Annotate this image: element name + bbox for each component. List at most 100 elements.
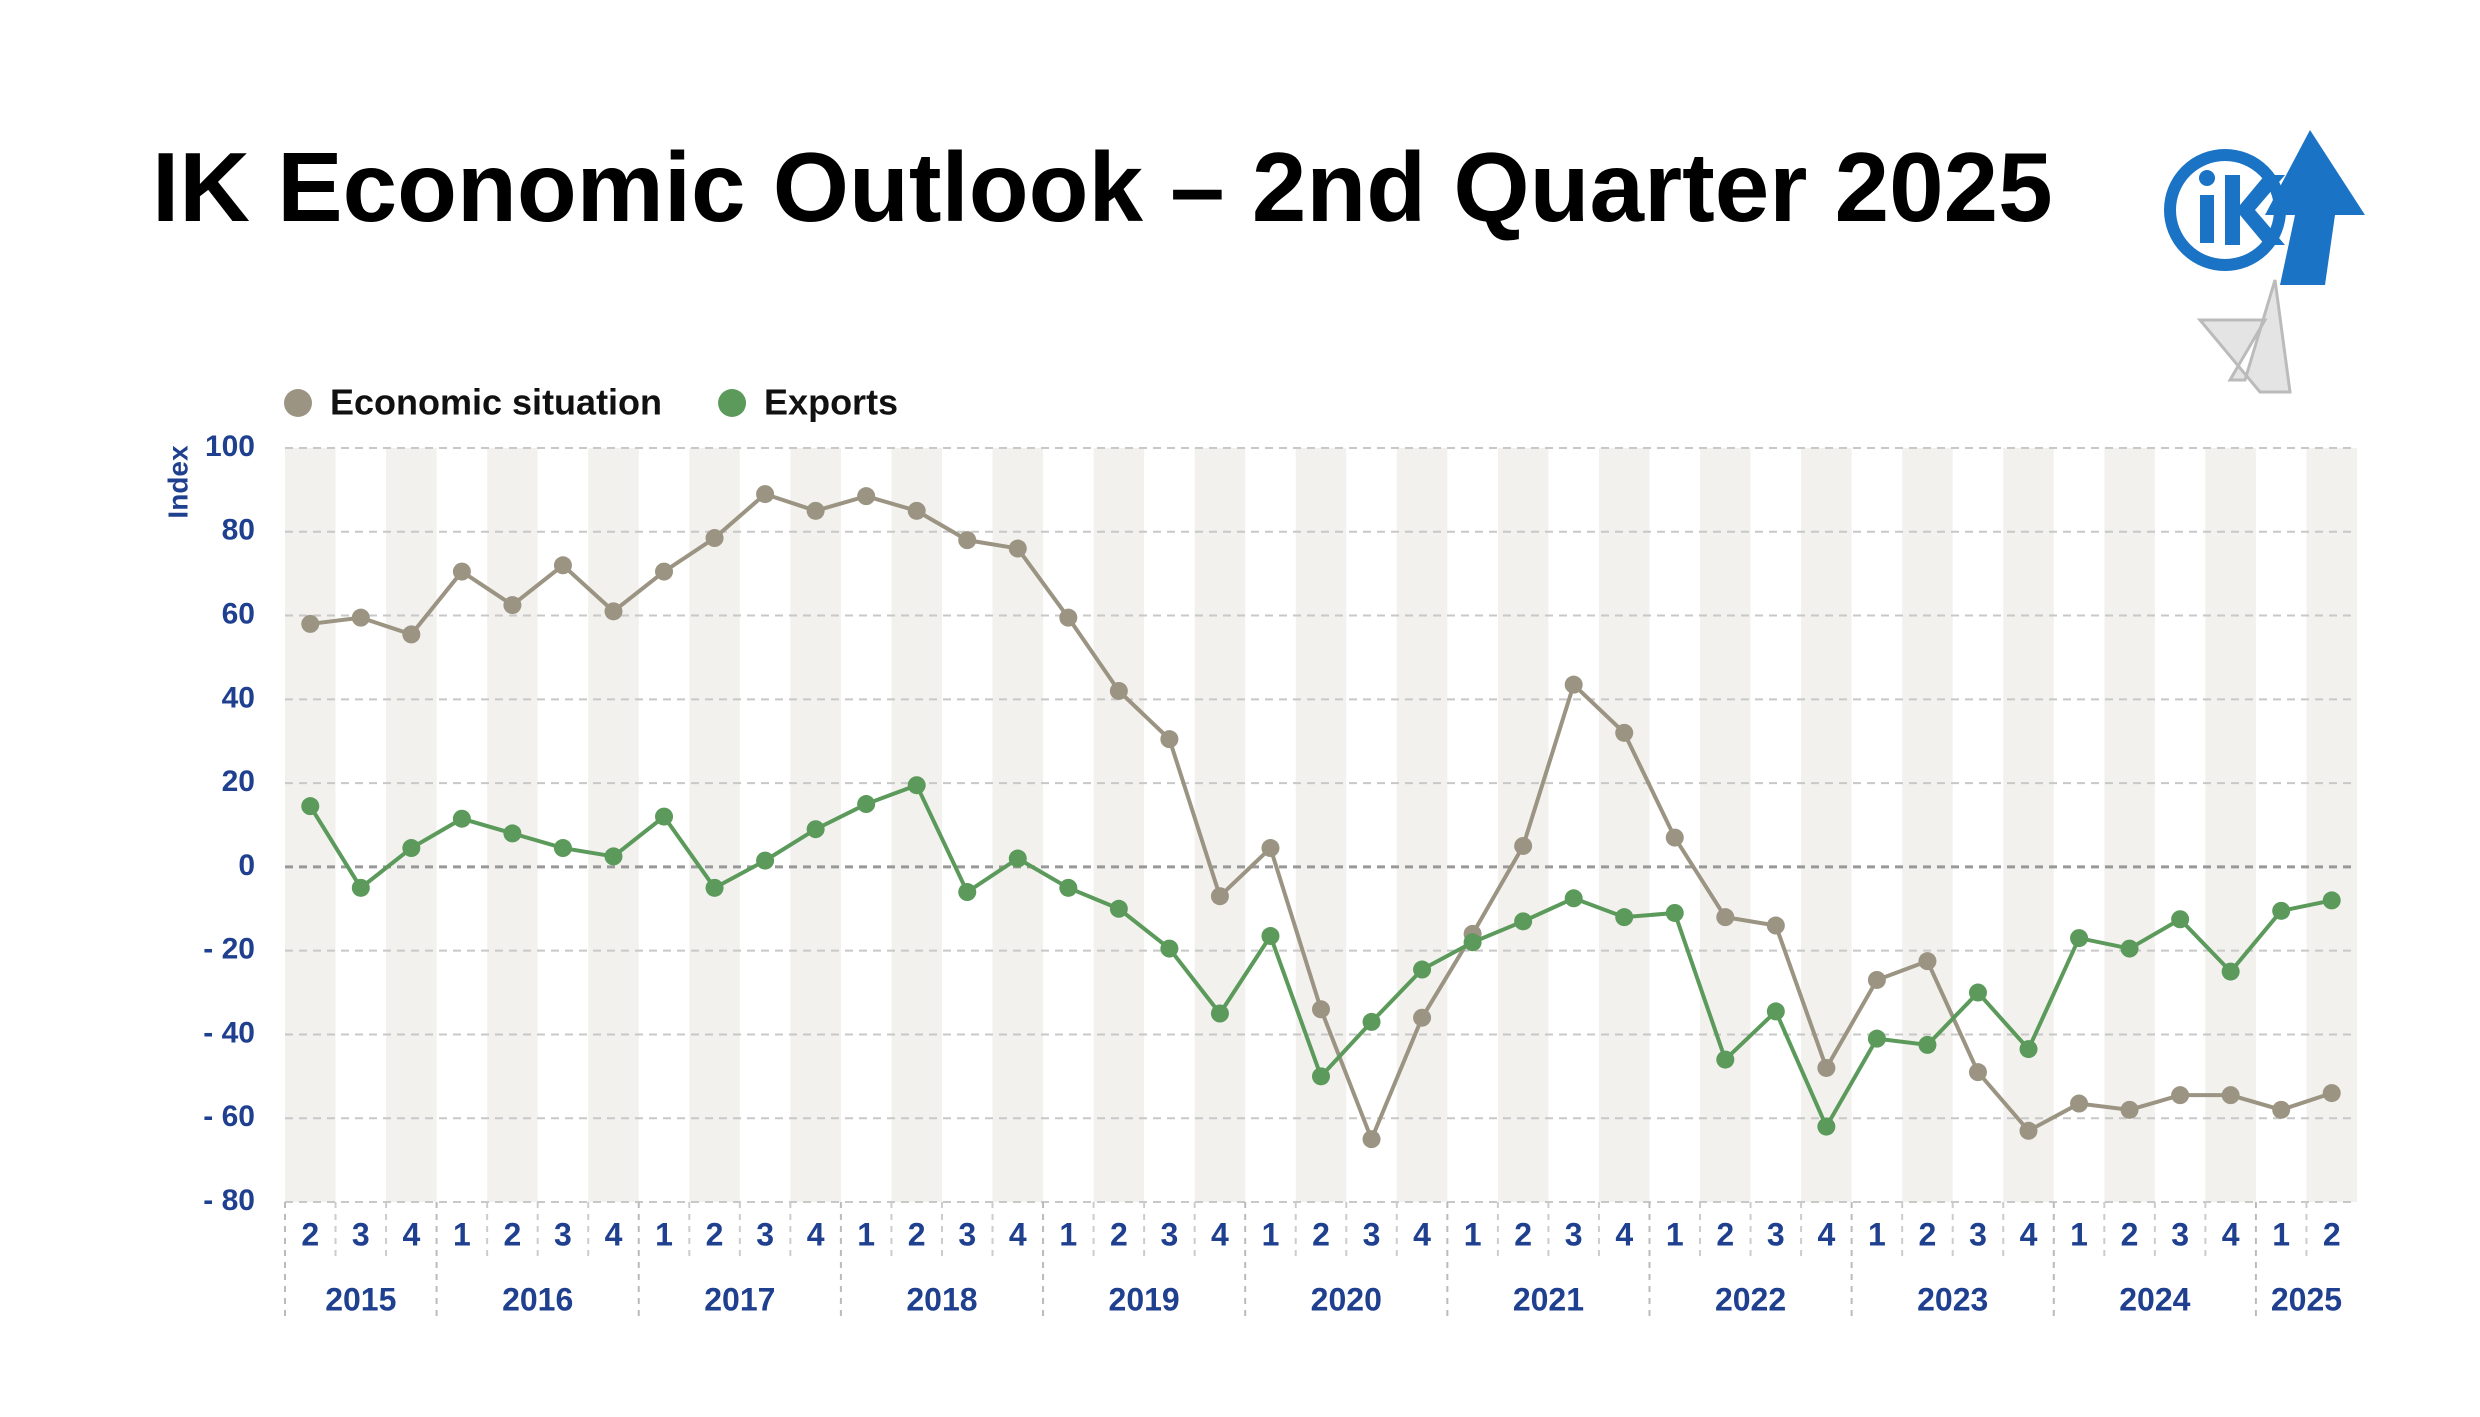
x-tick-label: 1: [857, 1216, 875, 1252]
data-point: [1968, 1063, 1987, 1082]
year-label: 2024: [2119, 1281, 2190, 1317]
year-label: 2023: [1917, 1281, 1988, 1317]
year-label: 2016: [502, 1281, 573, 1317]
logo: [2164, 130, 2365, 394]
x-tick-label: 3: [1969, 1216, 1987, 1252]
data-point: [1210, 1004, 1229, 1023]
x-tick-label: 1: [1059, 1216, 1077, 1252]
x-tick-label: 1: [1464, 1216, 1482, 1252]
data-point: [2322, 1084, 2341, 1103]
y-tick-label: - 60: [203, 1100, 255, 1133]
data-point: [1160, 939, 1179, 958]
x-tick-label: 3: [2171, 1216, 2189, 1252]
column-band: [1700, 448, 1751, 1202]
x-tick-label: 2: [1919, 1216, 1937, 1252]
y-axis-label: Index: [162, 445, 193, 519]
y-tick-label: - 80: [203, 1184, 255, 1217]
data-point: [655, 562, 674, 581]
data-point: [503, 596, 522, 615]
y-tick-label: - 40: [203, 1016, 255, 1049]
data-point: [1968, 983, 1987, 1002]
y-tick-label: - 20: [203, 933, 255, 966]
data-point: [1615, 723, 1634, 742]
x-tick-label: 2: [908, 1216, 926, 1252]
data-point: [1514, 912, 1533, 931]
y-tick-label: 40: [222, 681, 255, 714]
data-point: [1312, 1000, 1330, 1019]
column-band: [386, 448, 437, 1202]
data-point: [1413, 960, 1432, 979]
data-point: [1059, 878, 1078, 897]
x-tick-label: 1: [2272, 1216, 2290, 1252]
data-point: [958, 883, 977, 902]
x-tick-label: 4: [807, 1216, 825, 1252]
year-label: 2019: [1109, 1281, 1180, 1317]
data-point: [2221, 962, 2240, 981]
chart-title: IK Economic Outlook – 2nd Quarter 2025: [152, 132, 2053, 242]
data-point: [907, 776, 926, 795]
x-tick-label: 3: [1363, 1216, 1381, 1252]
column-band: [588, 448, 639, 1202]
x-tick-label: 3: [352, 1216, 370, 1252]
data-point: [1716, 1050, 1735, 1069]
data-point: [2322, 891, 2341, 910]
legend-marker: [284, 389, 312, 417]
data-point: [756, 485, 775, 504]
x-tick-label: 1: [453, 1216, 471, 1252]
column-band: [689, 448, 740, 1202]
column-band: [1598, 448, 1650, 1202]
data-point: [1312, 1067, 1330, 1086]
data-point: [1362, 1130, 1381, 1149]
x-tick-label: 2: [1110, 1216, 1128, 1252]
data-point: [1564, 889, 1583, 908]
data-point: [2272, 1100, 2291, 1119]
x-tick-label: 2: [2323, 1216, 2341, 1252]
data-point: [301, 614, 320, 633]
data-point: [553, 839, 572, 858]
data-point: [705, 529, 724, 548]
data-point: [2221, 1086, 2240, 1105]
data-point: [2019, 1040, 2038, 1059]
data-point: [553, 556, 572, 575]
data-point: [1362, 1012, 1381, 1031]
data-point: [1817, 1058, 1836, 1077]
data-point: [1261, 839, 1280, 858]
data-point: [301, 797, 320, 816]
data-point: [1008, 849, 1027, 868]
y-tick-label: 100: [205, 430, 255, 463]
data-point: [1867, 970, 1886, 989]
column-band: [2306, 448, 2357, 1202]
data-point: [655, 807, 674, 826]
x-tick-label: 1: [1868, 1216, 1886, 1252]
data-point: [1665, 903, 1684, 922]
data-point: [351, 608, 370, 627]
x-tick-label: 2: [301, 1216, 319, 1252]
data-point: [1817, 1117, 1836, 1136]
x-tick-label: 3: [1767, 1216, 1785, 1252]
data-point: [604, 602, 623, 621]
y-tick-label: 60: [222, 597, 255, 630]
data-point: [857, 487, 876, 506]
data-point: [907, 501, 926, 520]
column-band: [1295, 448, 1347, 1202]
data-point: [1008, 539, 1027, 558]
x-tick-label: 3: [554, 1216, 572, 1252]
y-tick-label: 20: [222, 765, 255, 798]
x-tick-label: 3: [1160, 1216, 1178, 1252]
data-point: [2171, 910, 2190, 929]
x-tick-label: 2: [1312, 1216, 1330, 1252]
column-band: [285, 448, 336, 1202]
data-point: [1918, 1035, 1937, 1054]
column-band: [2104, 448, 2155, 1202]
data-point: [503, 824, 522, 843]
column-band: [2205, 448, 2256, 1202]
data-point: [2120, 939, 2139, 958]
data-point: [402, 625, 421, 644]
data-point: [1160, 730, 1179, 749]
year-label: 2018: [906, 1281, 977, 1317]
data-point: [1564, 675, 1583, 694]
data-point: [756, 851, 775, 870]
x-tick-label: 4: [1817, 1216, 1835, 1252]
data-point: [806, 501, 825, 520]
